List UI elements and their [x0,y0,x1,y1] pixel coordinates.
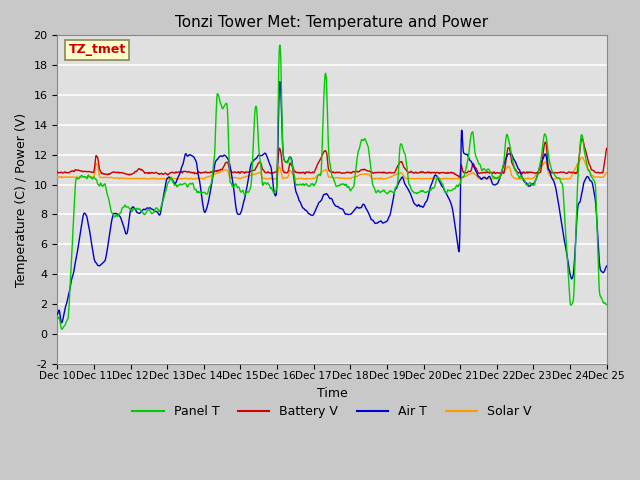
Legend: Panel T, Battery V, Air T, Solar V: Panel T, Battery V, Air T, Solar V [127,400,536,423]
Title: Tonzi Tower Met: Temperature and Power: Tonzi Tower Met: Temperature and Power [175,15,488,30]
X-axis label: Time: Time [317,387,348,400]
Y-axis label: Temperature (C) / Power (V): Temperature (C) / Power (V) [15,112,28,287]
Text: TZ_tmet: TZ_tmet [68,43,125,56]
